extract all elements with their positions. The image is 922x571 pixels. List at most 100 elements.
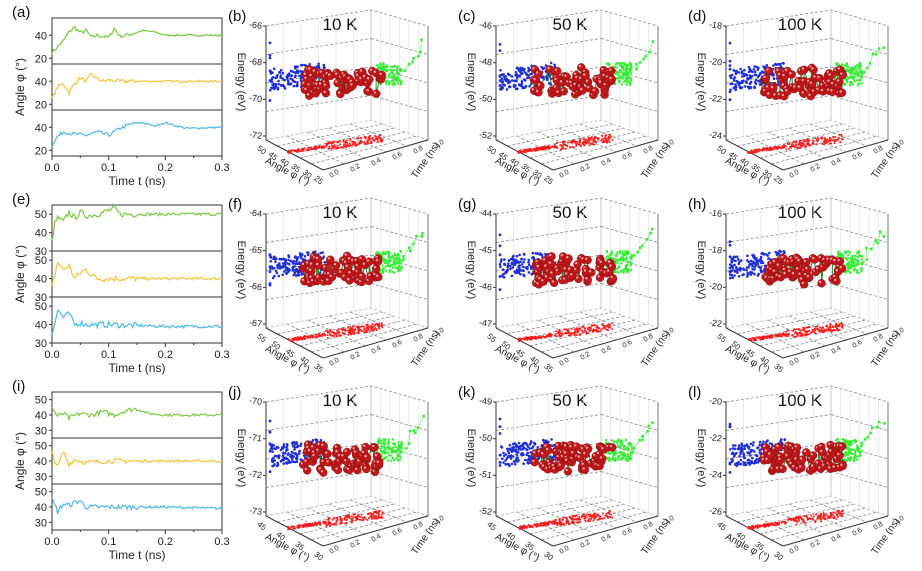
y-tick-label: 0.6 <box>852 527 864 538</box>
data-ball <box>597 258 607 268</box>
x-tick-label: 25 <box>772 174 785 187</box>
y-tick-label: 1.0 <box>434 327 446 338</box>
y-tick-label: 0.6 <box>852 151 864 162</box>
z-axis-label: Energy (eV) <box>695 53 707 112</box>
data-ball <box>377 70 387 80</box>
y-axis-label: Time (ns) <box>869 516 902 557</box>
axis-box <box>725 385 889 547</box>
data-ball <box>549 278 559 288</box>
trajectory-balls <box>759 440 847 476</box>
z-tick-label: -70 <box>248 395 262 407</box>
data-ball <box>804 272 814 282</box>
data-ball <box>608 274 618 283</box>
y-tick-label: 0.8 <box>413 333 425 344</box>
data-ball <box>583 275 592 284</box>
data-ball <box>547 252 556 261</box>
z-tick-label: -46 <box>478 281 492 293</box>
panel-label: (l) <box>688 384 701 401</box>
z-axis-label: Energy (eV) <box>695 241 707 300</box>
panel-label: (k) <box>458 384 476 401</box>
x-tick-label: 0.2 <box>158 162 173 174</box>
x-axis-label: Time t (ns) <box>109 548 166 562</box>
y-tick-label: 0.8 <box>873 521 885 532</box>
y-axis-label: Time (ns) <box>639 328 672 369</box>
z-tick-label: -22 <box>708 93 722 105</box>
y-axis-label: Time (ns) <box>409 516 442 557</box>
z-tick-label: -71 <box>248 432 262 444</box>
series-line-blue <box>51 121 223 147</box>
x-tick-label: 55 <box>485 332 498 345</box>
data-ball <box>302 466 312 475</box>
y-tick-label: 1.0 <box>664 139 676 150</box>
y-tick-label: 0.4 <box>371 157 383 168</box>
y-tick-label: 0.2 <box>810 539 822 550</box>
y-tick-label: 0.0 <box>329 169 341 180</box>
data-ball <box>837 264 847 273</box>
data-ball <box>607 75 617 84</box>
y-tick-label: 0.4 <box>371 345 383 356</box>
series-line-blue <box>51 497 223 514</box>
data-ball <box>798 455 807 464</box>
z-tick-label: -65 <box>248 244 262 256</box>
data-ball <box>808 451 818 460</box>
data-ball <box>838 461 847 471</box>
data-ball <box>607 443 617 452</box>
data-ball <box>590 87 600 96</box>
y-tick-label: 0.4 <box>371 533 383 544</box>
red-projection <box>747 321 844 342</box>
panel-label: (a) <box>12 4 31 21</box>
z-tick-label: -50 <box>478 93 492 105</box>
plot-frame <box>51 17 223 157</box>
series-line-green <box>51 205 223 241</box>
y-tick-label: 30 <box>35 292 47 304</box>
red-projection <box>747 509 844 530</box>
red-projection <box>287 322 384 342</box>
data-ball <box>768 83 778 93</box>
z-tick-label: -45 <box>478 244 492 256</box>
y-tick-label: 50 <box>35 255 47 267</box>
z-axis-label: Energy (eV) <box>465 241 477 300</box>
y-tick-label: 0.0 <box>559 545 571 556</box>
x-tick-label: 35 <box>312 362 325 375</box>
y-tick-label: 0.0 <box>789 545 801 556</box>
x-tick-label: 30 <box>312 550 325 563</box>
series-line-yellow <box>51 260 223 286</box>
z-tick-label: -22 <box>708 432 722 444</box>
y-tick-label: 0.2 <box>810 351 822 362</box>
x-tick-label: 0.0 <box>44 536 59 548</box>
z-tick-label: -68 <box>248 56 262 68</box>
y-axis-label: Angle φ (°) <box>13 432 27 490</box>
data-ball <box>371 89 381 99</box>
trajectory-balls <box>529 63 617 100</box>
data-ball <box>778 464 787 474</box>
data-ball <box>361 442 370 452</box>
panel-label: (g) <box>458 196 476 213</box>
axis-box <box>495 9 659 171</box>
y-tick-label: 50 <box>35 487 47 499</box>
y-tick-label: 0.2 <box>350 351 362 362</box>
data-ball <box>761 74 771 83</box>
y-tick-label: 0.0 <box>789 357 801 368</box>
z-tick-label: -16 <box>708 207 722 219</box>
z-tick-label: -24 <box>708 129 722 141</box>
data-ball <box>321 88 331 98</box>
red-projection <box>287 133 384 154</box>
y-tick-label: 40 <box>35 228 47 240</box>
y-tick-label: 1.0 <box>664 327 676 338</box>
data-ball <box>559 86 569 96</box>
data-ball <box>374 458 384 468</box>
z-tick-label: -26 <box>708 505 722 517</box>
z-tick-label: -48 <box>478 56 492 68</box>
x-tick-label: 30 <box>772 550 785 563</box>
series-line-green <box>51 25 223 55</box>
data-ball <box>583 255 592 265</box>
data-ball <box>835 450 844 460</box>
z-tick-label: -18 <box>708 19 722 31</box>
y-tick-label: 0.8 <box>413 145 425 156</box>
data-ball <box>534 69 543 79</box>
y-tick-label: 30 <box>35 471 47 483</box>
y-tick-label: 0.8 <box>873 333 885 344</box>
